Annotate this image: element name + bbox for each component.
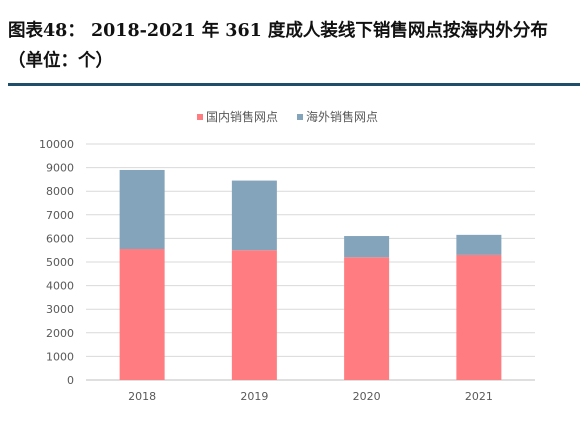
legend-label: 国内销售网点 [206, 109, 278, 124]
title-rule [8, 83, 580, 86]
y-tick-label: 6000 [46, 232, 74, 245]
x-tick-label: 2020 [353, 390, 381, 403]
x-tick-label: 2018 [128, 390, 156, 403]
y-tick-label: 3000 [46, 303, 74, 316]
y-tick-label: 8000 [46, 185, 74, 198]
y-tick-label: 4000 [46, 280, 74, 293]
y-axis-ticks: 0 1000 2000 3000 4000 5000 6000 7000 8000 9000 100… [39, 138, 74, 387]
bar-domestic-2018 [119, 249, 165, 380]
bars [119, 169, 502, 380]
legend: 国内销售网点 海外销售网点 [197, 109, 378, 124]
x-tick-label: 2019 [240, 390, 268, 403]
y-tick-label: 0 [67, 374, 74, 387]
y-tick-label: 1000 [46, 350, 74, 363]
bar-overseas-2020 [344, 236, 390, 258]
x-axis-ticks: 2018 2019 2020 2021 [128, 390, 493, 403]
y-tick-label: 5000 [46, 256, 74, 269]
legend-swatch [297, 114, 303, 120]
bar-domestic-2020 [344, 257, 390, 380]
y-tick-label: 7000 [46, 209, 74, 222]
y-tick-label: 2000 [46, 327, 74, 340]
figure-title: 图表48： 2018-2021 年 361 度成人装线下销售网点按海内外分布（单… [8, 21, 548, 71]
y-tick-label: 9000 [46, 162, 74, 175]
bar-domestic-2021 [456, 254, 502, 380]
legend-swatch [197, 114, 203, 120]
x-tick-label: 2021 [465, 390, 493, 403]
bar-domestic-2019 [231, 250, 277, 380]
bar-overseas-2019 [231, 180, 277, 251]
bar-overseas-2021 [456, 234, 502, 255]
bar-overseas-2018 [119, 169, 165, 250]
legend-label: 海外销售网点 [306, 109, 378, 124]
y-tick-label: 10000 [39, 138, 74, 151]
